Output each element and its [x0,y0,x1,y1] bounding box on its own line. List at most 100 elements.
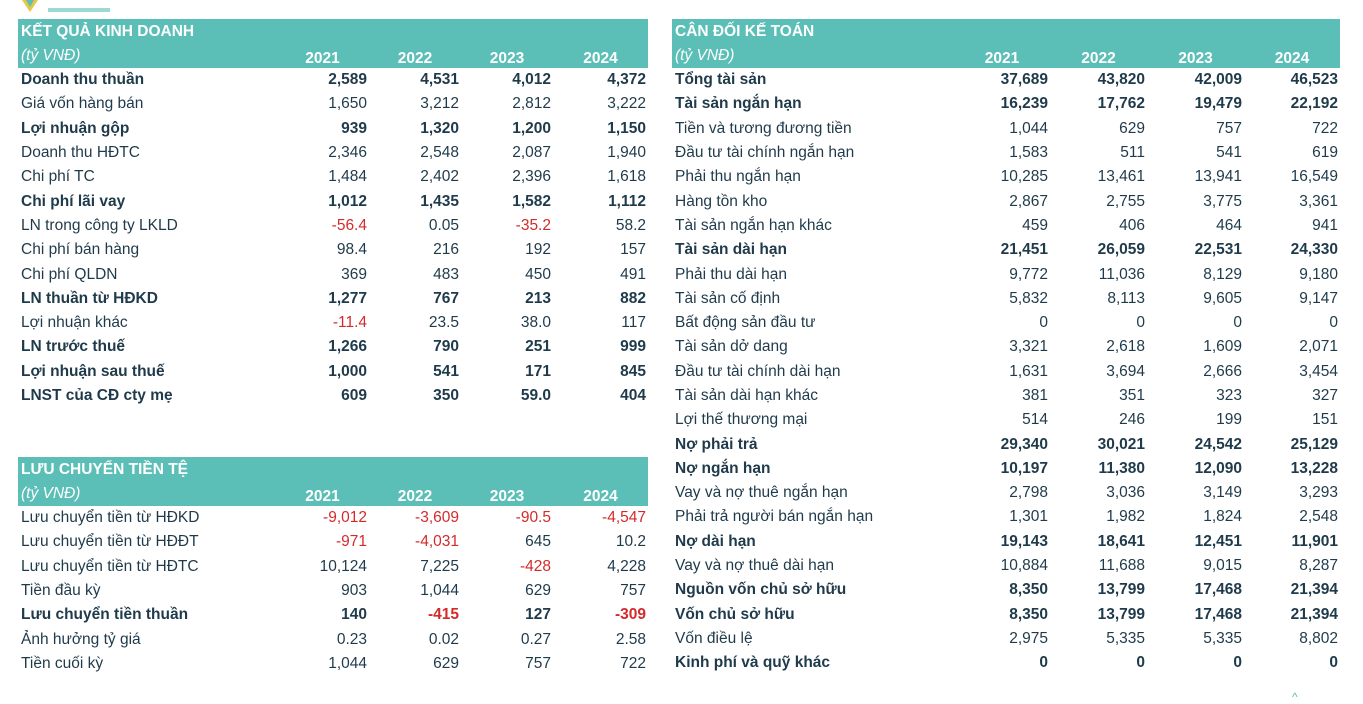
cell-value: 2.58 [615,630,646,648]
year-header: 2022 [1050,19,1147,68]
table-row: Tiền và tương đương tiền 1,044 629 757 722 [672,117,1340,141]
row-label: Phải trả người bán ngắn hạn [675,508,874,526]
table-header-row: KẾT QUẢ KINH DOANH 2021 2022 2023 2024 [18,19,648,68]
cell-value: 23.5 [428,314,459,332]
cell-value: 19,479 [1194,95,1242,113]
cell-value: 1,582 [512,192,551,210]
row-label: Lưu chuyển tiền thuần [21,606,189,624]
cell-value: 2,589 [328,71,367,89]
table-row: Chi phí TC 1,484 2,402 2,396 1,618 [18,165,648,189]
cell-value: 8,350 [1009,581,1048,599]
cell-value: 369 [341,265,367,283]
cell-value: 16,549 [1290,168,1338,186]
cell-value: 127 [525,606,551,624]
cell-value: 1,631 [1009,362,1048,380]
row-label: Lợi nhuận gộp [21,119,130,137]
company-logo [22,0,112,12]
table-row: Tiền đầu kỳ 903 1,044 629 757 [18,579,648,603]
cell-value: 1,012 [328,192,367,210]
row-label: Doanh thu thuần [21,71,145,89]
table-row: Lưu chuyển tiền từ HĐĐT -971 -4,031 645 10.2 [18,530,648,554]
row-label: Vốn điều lệ [675,629,753,647]
cell-value: 2,548 [1299,508,1338,526]
row-label: Chi phí bán hàng [21,241,140,259]
row-label: Chi phí TC [21,168,95,186]
cell-value: 12,090 [1194,459,1242,477]
cell-value: 903 [341,582,367,600]
cell-value: 2,548 [420,144,459,162]
table-row: Tài sản ngắn hạn khác 459 406 464 941 [672,214,1340,238]
row-label: Vốn chủ sở hữu [675,605,795,623]
row-label: Tài sản ngắn hạn [675,95,802,113]
cell-value: 140 [341,606,367,624]
cell-value: 10,124 [319,557,367,575]
cell-value: 757 [620,582,646,600]
table-row: Vay và nợ thuê dài hạn 10,884 11,688 9,015 8… [672,554,1340,578]
cell-value: 3,775 [1203,192,1242,210]
row-label: Phải thu dài hạn [675,265,788,283]
cell-value: 58.2 [615,216,646,234]
row-label: Doanh thu HĐTC [21,144,140,162]
row-label: Nguồn vốn chủ sở hữu [675,581,847,599]
cell-value: 25,129 [1290,435,1338,453]
table-header-row: CÂN ĐỐI KẾ TOÁN 2021 2022 2023 2024 [672,19,1340,68]
cell-value: 1,301 [1009,508,1048,526]
row-label: Giá vốn hàng bán [21,95,144,113]
cell-value: 13,799 [1097,605,1145,623]
cell-value: 1,609 [1203,338,1242,356]
cell-value: 10.2 [615,533,646,551]
cell-value: 381 [1022,387,1048,404]
table-row: Nguồn vốn chủ sở hữu 8,350 13,799 17,468 21,… [672,578,1340,602]
cell-value: 29,340 [1000,435,1048,453]
cell-value: -90.5 [515,509,551,527]
table-row: LN thuần từ HĐKD 1,277 767 213 882 [18,287,648,311]
cell-value: 37,689 [1000,71,1048,89]
cell-value: 1,044 [420,582,459,600]
cell-value: 16,239 [1000,95,1048,113]
year-header: 2021 [276,19,369,68]
cell-value: 0 [1233,654,1242,672]
cell-value: 13,941 [1194,168,1242,186]
cell-value: 3,694 [1106,362,1145,380]
cell-value: 491 [620,265,646,283]
cell-value: 9,605 [1203,289,1242,307]
cell-value: 213 [525,289,551,307]
cell-value: 0.02 [428,630,459,648]
table-row: Tài sản cố định 5,832 8,113 9,605 9,147 [672,287,1340,311]
cell-value: 1,277 [328,289,367,307]
cell-value: 404 [620,387,646,404]
year-header: 2023 [461,457,553,506]
row-label: Tiền đầu kỳ [21,582,101,600]
cell-value: 11,380 [1098,459,1145,477]
cell-value: 2,798 [1009,484,1048,502]
row-label: Tiền và tương đương tiền [675,119,852,137]
cell-value: 117 [621,314,646,332]
table-row: Ảnh hưởng tỷ giá 0.23 0.02 0.27 2.58 [18,627,648,651]
cell-value: 8,350 [1009,605,1048,623]
cell-value: 4,012 [512,71,551,89]
cell-value: 26,059 [1097,241,1145,259]
cell-value: 757 [525,654,551,672]
row-label: Tài sản dài hạn [675,241,787,259]
cash-flow-table: LƯU CHUYỂN TIỀN TỆ 2021 2022 2023 2024 (tỷ VN… [18,457,648,676]
cell-value: 0.05 [428,216,459,234]
table-row: Nợ ngắn hạn 10,197 11,380 12,090 13,228 [672,457,1340,481]
table-row: LN trong công ty LKLD -56.4 0.05 -35.2 58.2 [18,214,648,238]
row-label: LN trước thuế [21,338,126,356]
cell-value: 351 [1119,387,1145,404]
chevron-up-icon[interactable]: ^ [1292,690,1298,704]
cell-value: 4,228 [607,557,646,575]
cell-value: 5,832 [1009,289,1048,307]
cell-value: 941 [1312,216,1338,234]
table-row: Lợi nhuận sau thuế 1,000 541 171 845 [18,360,648,384]
table-row: Vốn chủ sở hữu 8,350 13,799 17,468 21,394 [672,603,1340,627]
cell-value: 7,225 [420,557,459,575]
row-label: Tài sản dài hạn khác [675,387,819,404]
table-row: Doanh thu HĐTC 2,346 2,548 2,087 1,940 [18,141,648,165]
table-row: Vốn điều lệ 2,975 5,335 5,335 8,802 [672,627,1340,651]
cell-value: 0 [1039,314,1048,332]
cell-value: -11.4 [332,314,367,332]
cell-value: 845 [620,362,646,380]
cell-value: 450 [525,265,551,283]
year-header: 2022 [369,457,461,506]
